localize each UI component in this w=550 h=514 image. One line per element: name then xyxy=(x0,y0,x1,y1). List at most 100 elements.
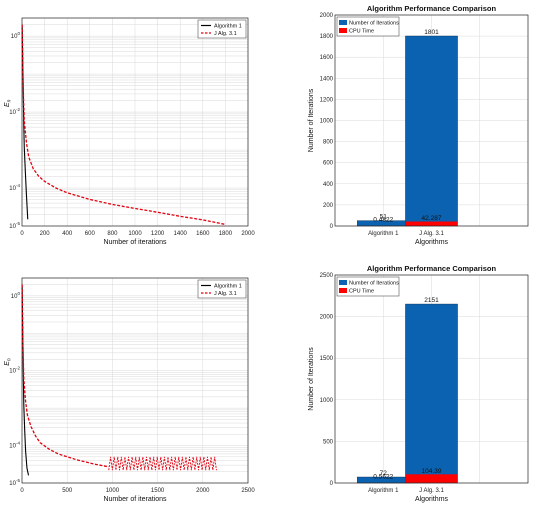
legend-label: Algorithm 1 xyxy=(214,24,242,30)
legend-label: J Alg. 3.1 xyxy=(214,291,237,297)
y-axis-label: En xyxy=(4,99,13,107)
chart-title: Algorithm Performance Comparison xyxy=(367,264,497,273)
y-tick-base: 10 xyxy=(9,369,16,375)
x-tick-label: 0 xyxy=(20,231,24,237)
series-oscillation-j-alg-3-1 xyxy=(108,456,217,471)
bar-cpu-time xyxy=(405,221,458,226)
x-tick-label: 2000 xyxy=(196,488,210,494)
y-tick-label: 1500 xyxy=(320,356,334,362)
y-axis-label-main: E xyxy=(4,361,11,366)
y-tick-label: 10-4 xyxy=(9,183,20,192)
x-tick-label: 0 xyxy=(20,488,24,494)
legend-swatch xyxy=(339,280,347,285)
x-tick-label: Algorithm 1 xyxy=(368,488,399,494)
legend-swatch xyxy=(339,28,347,33)
legend-box xyxy=(336,16,400,37)
y-tick-label: 2500 xyxy=(320,273,334,279)
legend-label: Number of Iterations xyxy=(349,21,399,27)
y-tick-label: 0 xyxy=(330,481,334,487)
legend-label: Algorithm 1 xyxy=(214,284,242,290)
x-tick-label: 600 xyxy=(85,231,96,237)
data-label-cpu-time: 0.5622 xyxy=(373,474,393,481)
y-tick-label: 10-5 xyxy=(9,221,20,230)
y-tick-exponent: -2 xyxy=(16,366,20,371)
y-tick-label: 1000 xyxy=(320,398,334,404)
y-tick-base: 10 xyxy=(9,444,16,450)
x-tick-label: 1200 xyxy=(151,231,165,237)
y-tick-label: 1800 xyxy=(320,34,334,40)
y-tick-label: 10-5 xyxy=(9,478,20,487)
y-tick-exponent: -5 xyxy=(16,221,20,226)
y-tick-exponent: -4 xyxy=(16,183,20,188)
y-tick-base: 10 xyxy=(9,481,16,487)
y-tick-label: 600 xyxy=(323,161,334,167)
bar-chart-3: 0 500 1000 1500 2000 2500 720.5622 Algorithm 1 2… xyxy=(308,264,529,503)
data-label-cpu-time: 42.287 xyxy=(422,215,442,222)
legend-box xyxy=(336,276,400,297)
plot-frame xyxy=(21,277,249,484)
y-axis-label: Number of Iterations xyxy=(308,347,315,411)
bar-cpu-time xyxy=(405,474,458,483)
y-tick-label: 1200 xyxy=(320,97,334,103)
series-line-j-alg-3-1 xyxy=(21,24,226,226)
x-tick-label: 1400 xyxy=(174,231,188,237)
y-tick-base: 10 xyxy=(11,294,18,300)
y-tick-exponent: 0 xyxy=(17,31,20,36)
x-tick-label: 500 xyxy=(62,488,73,494)
y-tick-exponent: -2 xyxy=(16,107,20,112)
y-tick-exponent: -4 xyxy=(16,441,20,446)
y-tick-label: 10-2 xyxy=(9,366,20,375)
data-label-iterations: 51 xyxy=(380,214,388,221)
y-axis-label: En xyxy=(4,358,13,366)
y-tick-exponent: -5 xyxy=(16,478,20,483)
x-tick-label: 400 xyxy=(62,231,73,237)
x-axis-label: Algorithms xyxy=(415,496,449,503)
plot-frame xyxy=(334,14,529,227)
x-tick-label: 2000 xyxy=(241,231,255,237)
data-label-iterations: 72 xyxy=(380,470,388,477)
data-label-cpu-time: 104.39 xyxy=(422,468,442,475)
x-tick-label: 200 xyxy=(40,231,51,237)
y-tick-label: 100 xyxy=(11,291,21,300)
y-tick-label: 1000 xyxy=(320,119,334,125)
y-tick-label: 2000 xyxy=(320,13,334,19)
bar-iterations xyxy=(405,35,458,227)
x-tick-label: 2500 xyxy=(241,488,255,494)
x-tick-label: 800 xyxy=(107,231,118,237)
y-tick-label: 0 xyxy=(330,224,334,230)
legend-label: CPU Time xyxy=(349,289,374,295)
y-tick-label: 800 xyxy=(323,140,334,146)
legend-swatch xyxy=(339,20,347,25)
series-line-j-alg-3-1 xyxy=(21,284,109,468)
y-axis-label-sub: n xyxy=(7,99,13,102)
x-axis-label: Number of iterations xyxy=(103,496,167,503)
legend-label: J Alg. 3.1 xyxy=(214,31,237,37)
x-tick-label: 1600 xyxy=(196,231,210,237)
y-axis-label-sub: n xyxy=(7,358,13,361)
x-axis-label: Number of iterations xyxy=(103,239,167,246)
y-tick-base: 10 xyxy=(9,224,16,230)
x-tick-label: 1000 xyxy=(128,231,142,237)
y-axis-label: Number of Iterations xyxy=(308,88,315,152)
line-chart-2: 0 500 1000 1500 2000 250010-510-410-2100Algor… xyxy=(4,277,255,503)
y-tick-label: 10-4 xyxy=(9,441,20,450)
data-label-cpu-time: 0.4822 xyxy=(373,217,393,224)
y-tick-label: 500 xyxy=(323,439,334,445)
x-tick-label: 1800 xyxy=(219,231,233,237)
legend-swatch xyxy=(339,288,347,293)
bar-iterations xyxy=(405,303,458,484)
y-tick-base: 10 xyxy=(11,34,18,40)
x-tick-label: J Alg. 3.1 xyxy=(419,488,444,494)
data-label-iterations: 1801 xyxy=(424,29,439,36)
y-tick-label: 10-2 xyxy=(9,107,20,116)
x-tick-label: Algorithm 1 xyxy=(368,231,399,237)
plot-frame xyxy=(334,274,529,484)
x-axis-label: Algorithms xyxy=(415,239,449,246)
y-tick-exponent: 0 xyxy=(17,291,20,296)
y-tick-label: 1600 xyxy=(320,55,334,61)
y-tick-base: 10 xyxy=(9,110,16,116)
x-tick-label: 1500 xyxy=(151,488,165,494)
chart-title: Algorithm Performance Comparison xyxy=(367,4,497,13)
y-tick-label: 200 xyxy=(323,203,334,209)
